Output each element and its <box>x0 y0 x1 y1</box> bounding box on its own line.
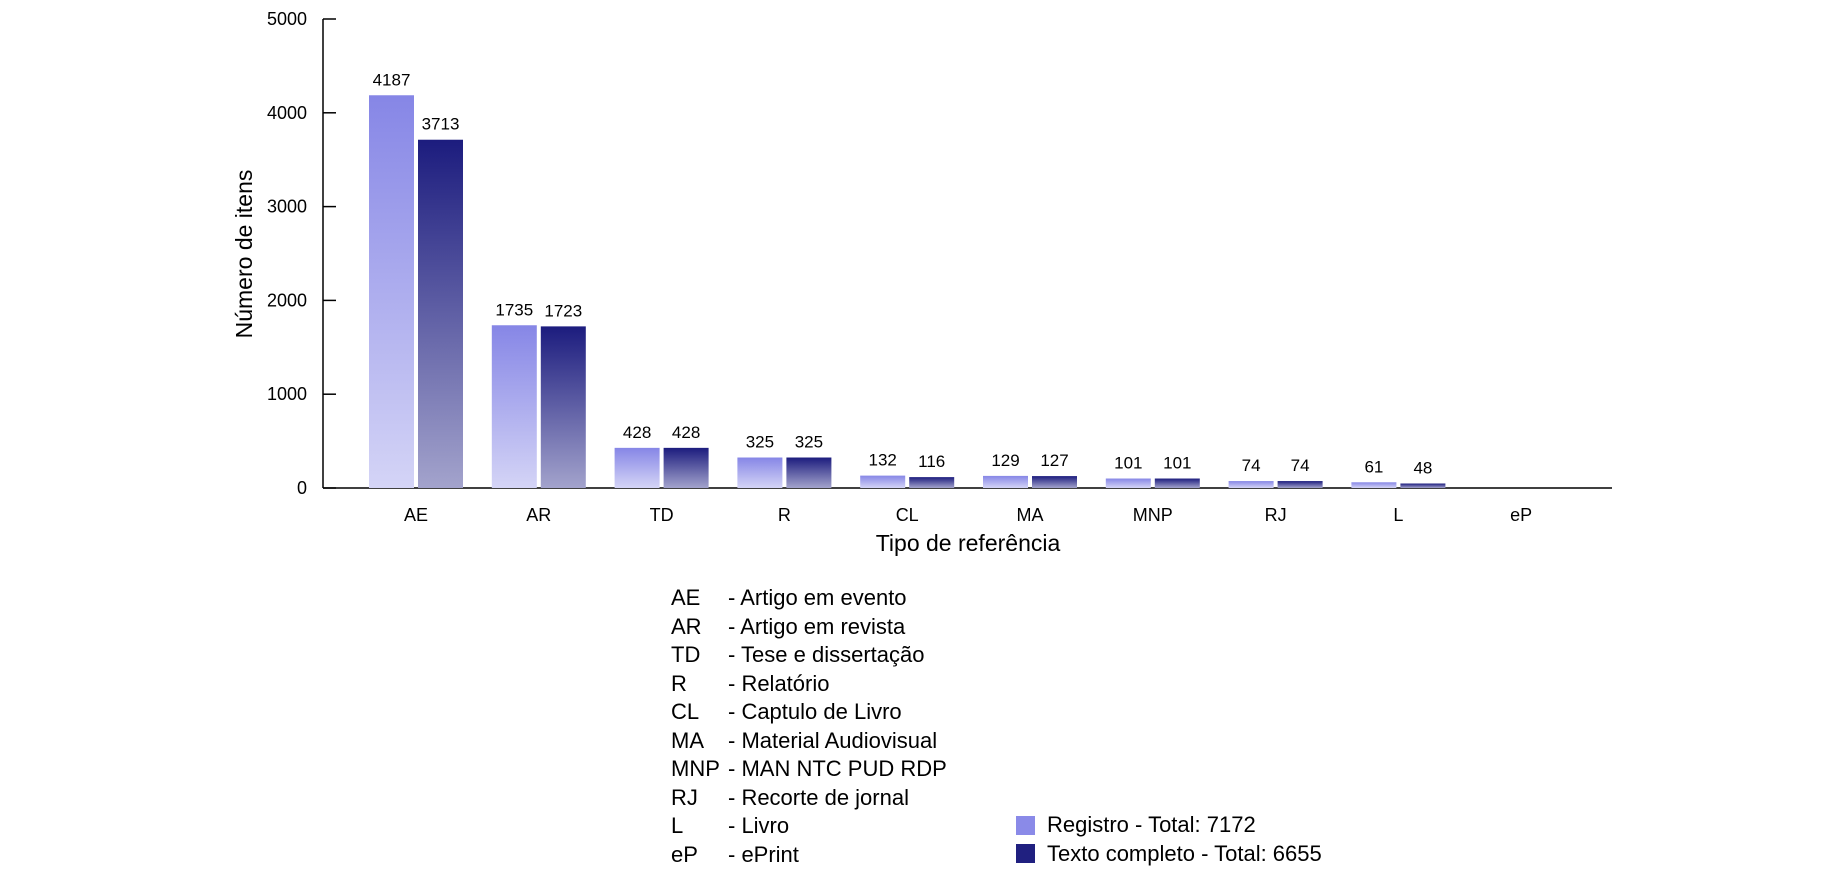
x-tick-label: eP <box>1510 505 1532 525</box>
y-tick-label: 4000 <box>267 103 307 123</box>
abbreviation-code: MNP <box>671 756 720 781</box>
bar-texto-completo-ae <box>418 139 463 489</box>
abbreviation-description: - Recorte de jornal <box>728 784 909 810</box>
abbreviation-row: MNP - MAN NTC PUD RDP <box>671 755 947 784</box>
x-tick-label: TD <box>650 505 674 525</box>
abbreviation-description: - Material Audiovisual <box>728 727 938 753</box>
bar-texto-completo-rj <box>1277 481 1323 488</box>
data-label: 428 <box>623 423 651 442</box>
data-label: 48 <box>1413 458 1432 477</box>
y-axis-title: Número de itens <box>231 170 257 339</box>
data-label: 116 <box>918 452 945 471</box>
legend-label: Registro - Total: 7172 <box>1047 812 1256 837</box>
data-label: 4187 <box>373 70 411 89</box>
bar-texto-completo-ma <box>1032 476 1077 488</box>
abbreviation-description: - Captulo de Livro <box>728 699 902 724</box>
bar-texto-completo-td <box>663 447 709 488</box>
data-label: 325 <box>746 433 774 452</box>
abbreviation-code: MA <box>671 727 704 753</box>
bar-registro-rj <box>1228 481 1274 488</box>
data-label: 61 <box>1364 457 1383 476</box>
y-tick-label: 1000 <box>267 384 307 404</box>
data-label: 1723 <box>544 301 582 320</box>
bar-registro-mnp <box>1105 478 1151 488</box>
abbreviation-description: - ePrint <box>728 841 799 867</box>
bar-registro-td <box>614 447 660 488</box>
legend-label: Texto completo - Total: 6655 <box>1047 840 1322 866</box>
abbreviation-description: - Relatório <box>728 670 830 696</box>
abbreviation-code: AE <box>671 585 701 610</box>
legend-swatch <box>1016 844 1035 864</box>
data-label: 74 <box>1242 456 1261 475</box>
data-label: 129 <box>991 451 1019 470</box>
y-tick-label: 3000 <box>267 197 307 217</box>
y-tick-label: 2000 <box>267 290 307 310</box>
data-label: 101 <box>1114 454 1142 473</box>
abbreviation-row: MA - Material Audiovisual <box>671 727 947 756</box>
abbreviation-row: AE - Artigo em evento <box>671 584 947 613</box>
abbreviation-code: TD <box>671 642 701 667</box>
bar-registro-ma <box>983 475 1028 488</box>
abbreviation-row: CL - Captulo de Livro <box>671 698 947 727</box>
y-tick-label: 5000 <box>267 9 307 29</box>
abbreviation-row: eP - ePrint <box>671 841 947 870</box>
x-tick-label: R <box>778 505 791 525</box>
data-label: 325 <box>795 433 823 452</box>
abbreviation-description: - MAN NTC PUD RDP <box>728 756 947 781</box>
x-tick-label: L <box>1393 505 1403 525</box>
bar-texto-completo-ar <box>540 326 586 488</box>
data-label: 1735 <box>495 300 533 319</box>
bar-texto-completo-r <box>786 457 832 488</box>
bar-registro-ae <box>369 95 414 488</box>
x-tick-label: CL <box>896 505 919 525</box>
data-label: 3713 <box>422 115 460 134</box>
x-tick-label: AR <box>526 505 551 525</box>
data-label: 132 <box>869 451 897 470</box>
x-tick-label: RJ <box>1265 505 1287 525</box>
y-tick-label: 0 <box>297 478 307 498</box>
legend-item: Registro - Total: 7172 <box>1016 811 1322 840</box>
x-axis-title: Tipo de referência <box>876 530 1061 556</box>
abbreviation-row: RJ - Recorte de jornal <box>671 784 947 813</box>
data-label: 74 <box>1291 456 1310 475</box>
data-label: 127 <box>1040 451 1068 470</box>
abbreviation-code: CL <box>671 699 700 724</box>
abbreviation-description: - Tese e dissertação <box>728 642 925 667</box>
bar-texto-completo-mnp <box>1154 478 1200 488</box>
bar-registro-l <box>1351 482 1397 488</box>
abbreviation-description: - Artigo em evento <box>728 585 907 610</box>
abbreviation-row: R - Relatório <box>671 670 947 699</box>
x-tick-label: MNP <box>1133 505 1173 525</box>
bar-texto-completo-cl <box>909 477 955 488</box>
abbreviation-code: eP <box>671 841 698 867</box>
abbreviation-row: AR - Artigo em revista <box>671 613 947 642</box>
legend-item: Texto completo - Total: 6655 <box>1016 840 1322 869</box>
x-tick-label: AE <box>404 505 428 525</box>
abbreviation-row: TD - Tese e dissertação <box>671 641 947 670</box>
abbreviation-list: AE - Artigo em evento AR - Artigo em revist… <box>671 584 947 869</box>
abbreviation-description: - Artigo em revista <box>728 613 906 639</box>
abbreviation-code: RJ <box>671 784 698 810</box>
bar-registro-ar <box>491 325 537 488</box>
data-label: 428 <box>672 423 700 442</box>
legend-swatch <box>1016 815 1035 835</box>
bar-registro-cl <box>860 475 906 488</box>
abbreviation-description: - Livro <box>728 813 790 838</box>
bar-texto-completo-l <box>1400 483 1446 488</box>
bar-registro-r <box>737 457 783 488</box>
abbreviation-code: R <box>671 670 687 696</box>
abbreviation-row: L - Livro <box>671 812 947 841</box>
x-tick-label: MA <box>1017 505 1044 525</box>
abbreviation-code: AR <box>671 613 702 639</box>
legend: Registro - Total: 7172 Texto completo - T… <box>1016 811 1322 868</box>
abbreviation-code: L <box>671 813 684 838</box>
data-label: 101 <box>1163 454 1191 473</box>
